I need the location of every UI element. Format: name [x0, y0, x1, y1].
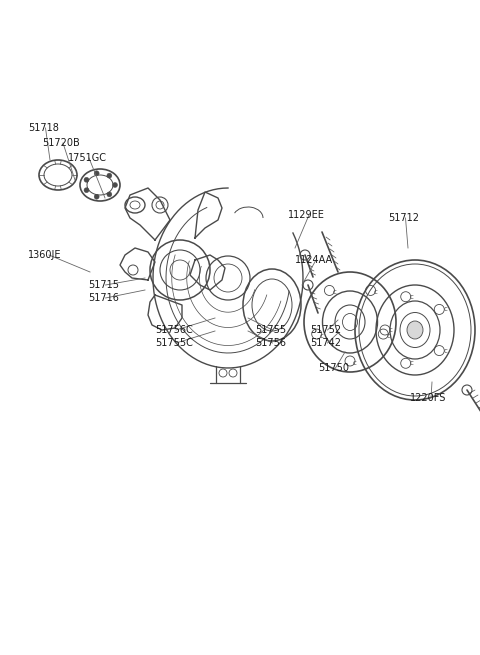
Text: 1751GC: 1751GC	[68, 153, 107, 163]
Text: 51750: 51750	[318, 363, 349, 373]
Text: 51715: 51715	[88, 280, 119, 290]
Circle shape	[94, 194, 99, 199]
Circle shape	[84, 188, 89, 193]
Text: c: c	[320, 333, 324, 339]
Text: 51718: 51718	[28, 123, 59, 133]
Circle shape	[84, 178, 89, 182]
Text: 51755C: 51755C	[155, 338, 193, 348]
Text: c: c	[444, 348, 447, 354]
Text: c: c	[389, 327, 393, 333]
Text: 1360JE: 1360JE	[28, 250, 61, 260]
Text: 51752: 51752	[310, 325, 341, 335]
Text: 51755: 51755	[255, 325, 286, 335]
Circle shape	[107, 173, 112, 178]
Text: 51756: 51756	[255, 338, 286, 348]
Circle shape	[107, 192, 112, 197]
Text: c: c	[410, 293, 414, 300]
Ellipse shape	[407, 321, 423, 339]
Text: 1220FS: 1220FS	[410, 393, 446, 403]
Circle shape	[112, 183, 118, 187]
Text: 51756C: 51756C	[155, 325, 193, 335]
Text: 51712: 51712	[388, 213, 419, 223]
Text: 1129EE: 1129EE	[288, 210, 325, 220]
Text: c: c	[410, 360, 414, 366]
Circle shape	[94, 171, 99, 176]
Text: c: c	[386, 333, 390, 339]
Text: 51716: 51716	[88, 293, 119, 303]
Text: c: c	[444, 307, 447, 312]
Text: c: c	[333, 290, 336, 295]
Text: 51720B: 51720B	[42, 138, 80, 148]
Text: 51742: 51742	[310, 338, 341, 348]
Text: c: c	[353, 360, 357, 366]
Text: 1124AA: 1124AA	[295, 255, 333, 265]
Text: c: c	[373, 290, 377, 295]
